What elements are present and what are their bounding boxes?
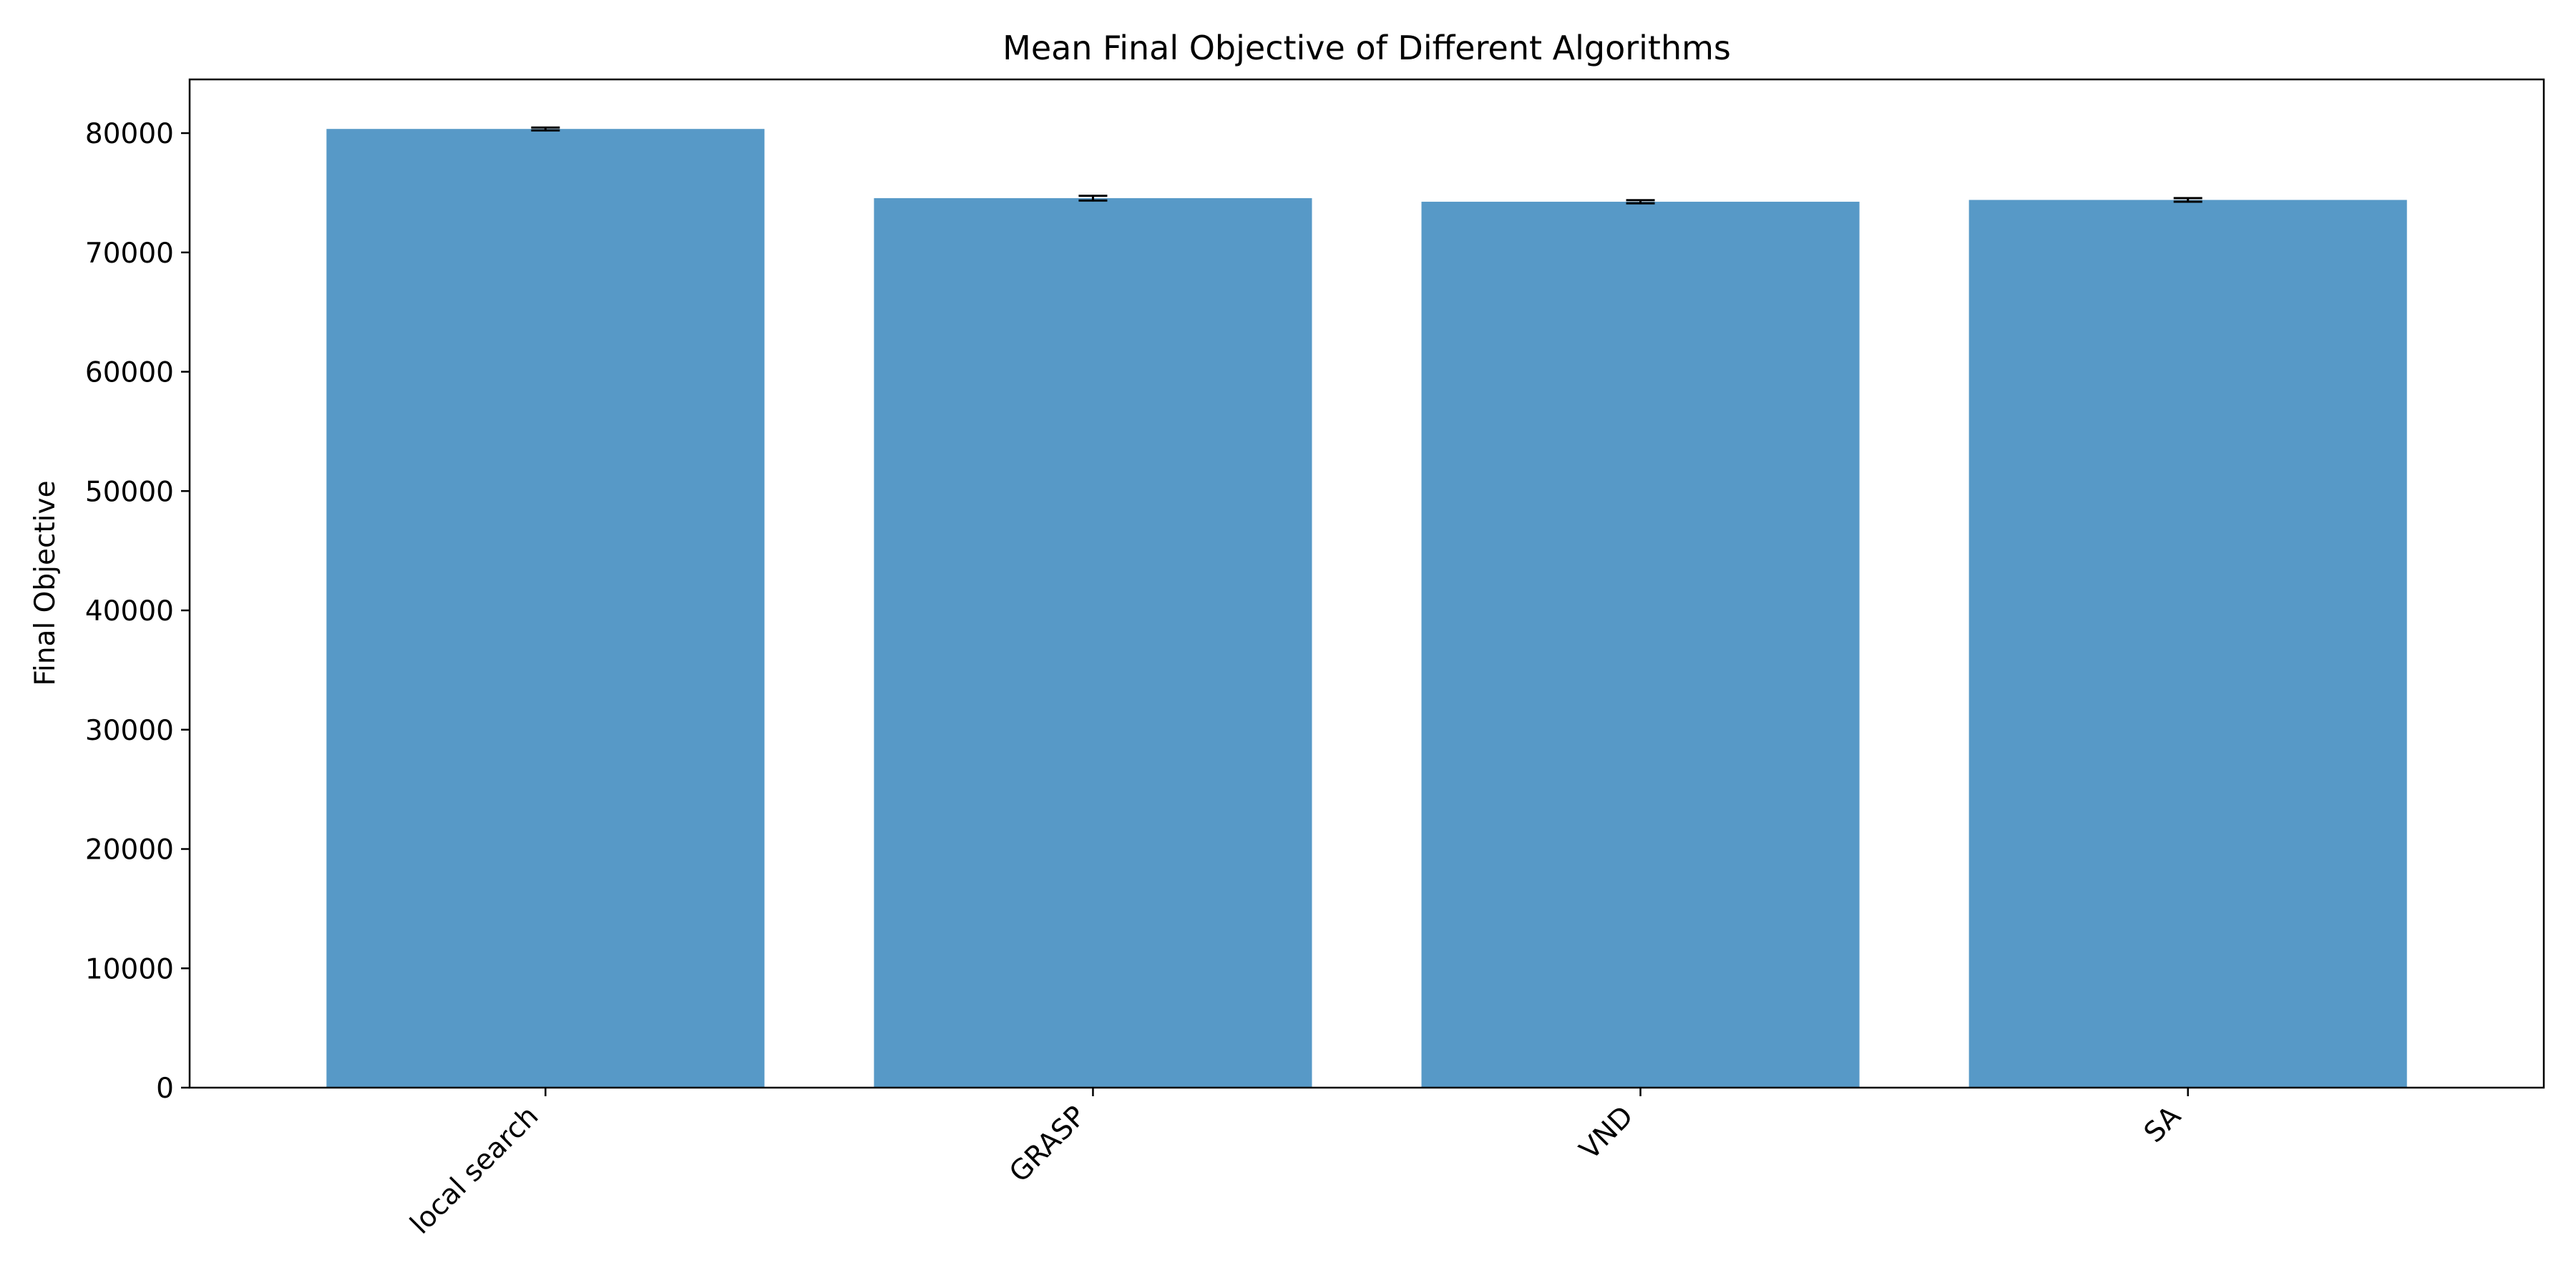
y-tick-label: 70000 — [85, 238, 174, 270]
bar — [874, 197, 1312, 1088]
bar — [1968, 200, 2407, 1088]
y-tick-label: 10000 — [85, 953, 174, 985]
y-tick-label: 60000 — [85, 357, 174, 389]
bars — [326, 126, 2407, 1088]
y-axis-ticks: 0 10000 20000 30000 40000 50000 60000 70000 8000… — [85, 118, 190, 1105]
plot-frame — [188, 78, 2545, 1089]
bar — [1421, 201, 1860, 1088]
y-axis-label: Final Objective — [29, 480, 62, 686]
y-tick-label: 30000 — [85, 715, 174, 747]
y-tick-label: 20000 — [85, 834, 174, 867]
y-tick-label: 0 — [156, 1073, 174, 1105]
bar — [326, 129, 765, 1088]
y-tick-label: 50000 — [85, 476, 174, 508]
y-tick-label: 40000 — [85, 595, 174, 628]
y-tick-label: 80000 — [85, 118, 174, 150]
chart-title: Mean Final Objective of Different Algori… — [1002, 29, 1731, 67]
